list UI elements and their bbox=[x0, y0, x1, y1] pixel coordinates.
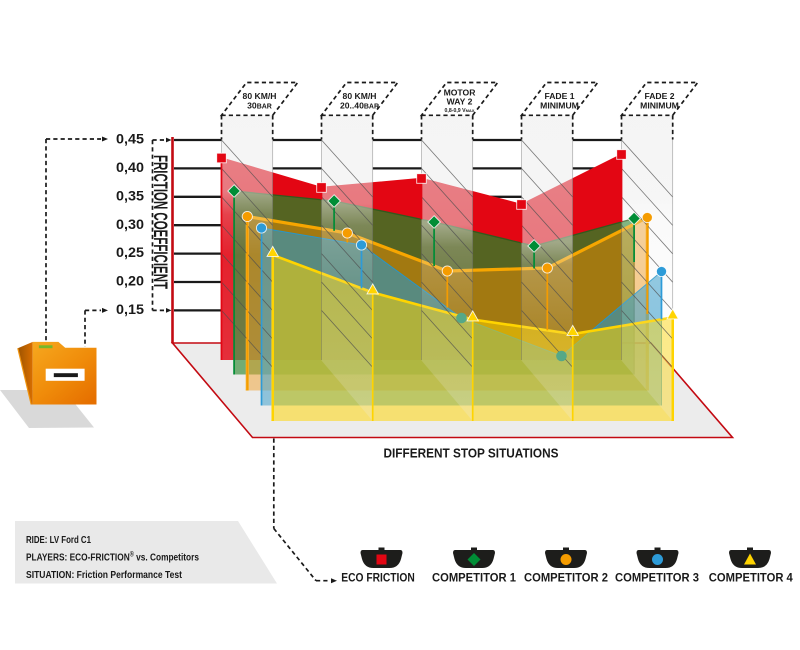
svg-text:0,25: 0,25 bbox=[116, 245, 145, 260]
svg-text:80 KM/H: 80 KM/H bbox=[243, 91, 277, 101]
svg-text:ECO FRICTION: ECO FRICTION bbox=[341, 573, 415, 585]
svg-text:80 KM/H: 80 KM/H bbox=[343, 91, 377, 101]
svg-text:COMPETITOR 4: COMPETITOR 4 bbox=[709, 573, 794, 585]
svg-text:FADE 1: FADE 1 bbox=[544, 91, 574, 101]
svg-text:20..40BAR: 20..40BAR bbox=[340, 101, 379, 111]
svg-text:FRICTION COEFFICIENT: FRICTION COEFFICIENT bbox=[149, 155, 170, 289]
svg-text:WAY 2: WAY 2 bbox=[447, 97, 473, 107]
svg-text:0,30: 0,30 bbox=[116, 217, 144, 232]
svg-text:0,40: 0,40 bbox=[116, 160, 144, 175]
svg-text:FADE 2: FADE 2 bbox=[644, 91, 674, 101]
svg-text:COMPETITOR 1: COMPETITOR 1 bbox=[432, 573, 517, 585]
svg-text:30BAR: 30BAR bbox=[247, 101, 272, 111]
svg-text:0,45: 0,45 bbox=[116, 132, 145, 147]
svg-text:0,8-0,9 VMAX: 0,8-0,9 VMAX bbox=[445, 108, 475, 114]
svg-text:DIFFERENT STOP SITUATIONS: DIFFERENT STOP SITUATIONS bbox=[384, 446, 559, 461]
svg-text:MINIMUM: MINIMUM bbox=[640, 101, 679, 111]
svg-text:RIDE: LV Ford C1: RIDE: LV Ford C1 bbox=[26, 534, 91, 546]
svg-text:MINIMUM: MINIMUM bbox=[540, 101, 579, 111]
svg-text:0,15: 0,15 bbox=[116, 302, 145, 317]
svg-text:COMPETITOR 3: COMPETITOR 3 bbox=[615, 573, 699, 585]
svg-text:PLAYERS: ECO-FRICTION® vs. Com: PLAYERS: ECO-FRICTION® vs. Competitors bbox=[26, 551, 199, 564]
svg-text:COMPETITOR 2: COMPETITOR 2 bbox=[524, 573, 608, 585]
svg-text:0,35: 0,35 bbox=[116, 188, 145, 203]
svg-text:SITUATION: Friction Performanc: SITUATION: Friction Performance Test bbox=[26, 569, 182, 581]
svg-text:MOTOR: MOTOR bbox=[444, 88, 477, 98]
svg-text:0,20: 0,20 bbox=[116, 274, 144, 289]
